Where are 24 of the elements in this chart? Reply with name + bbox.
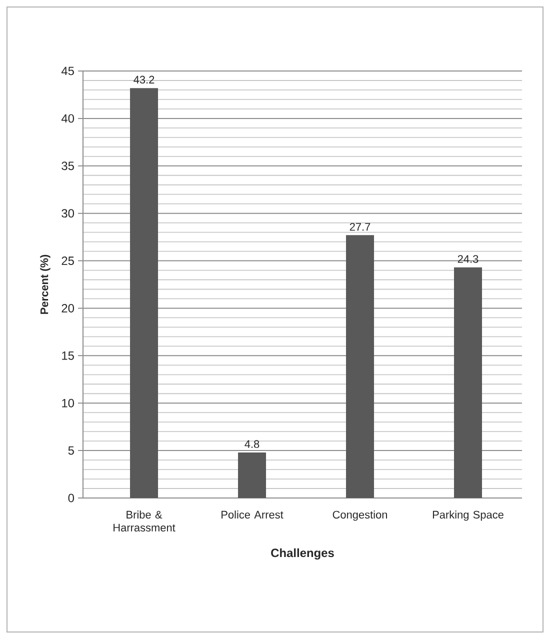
y-tick-label: 35: [62, 162, 74, 170]
data-label: 4.8: [244, 440, 260, 448]
data-label: 27.7: [350, 222, 370, 231]
y-axis-title: Percent (%): [40, 254, 50, 314]
y-tick-label: 30: [62, 209, 74, 218]
x-tick-label: Police Arrest: [222, 510, 284, 519]
y-tick-label: 40: [61, 114, 74, 123]
bar: [454, 267, 482, 498]
y-tick-label: 10: [62, 398, 74, 408]
x-tick-label: Bribe & Harrassment: [114, 510, 176, 532]
y-tick-label: 0: [68, 494, 74, 502]
y-tick-label: 15: [62, 352, 74, 360]
y-tick-label: 20: [62, 304, 74, 312]
x-tick-label: Congestion: [332, 510, 387, 521]
data-label: 43.2: [134, 76, 154, 84]
bar: [238, 452, 266, 498]
bar: [346, 235, 374, 498]
y-tick-label: 25: [62, 256, 74, 265]
y-tick-label: 5: [68, 446, 74, 455]
bar: [130, 88, 158, 498]
x-tick-label: Parking Space: [432, 510, 504, 521]
data-label: 24.3: [458, 255, 478, 263]
x-axis-title: Challenges: [271, 548, 334, 560]
y-tick-label: 45: [61, 66, 74, 76]
